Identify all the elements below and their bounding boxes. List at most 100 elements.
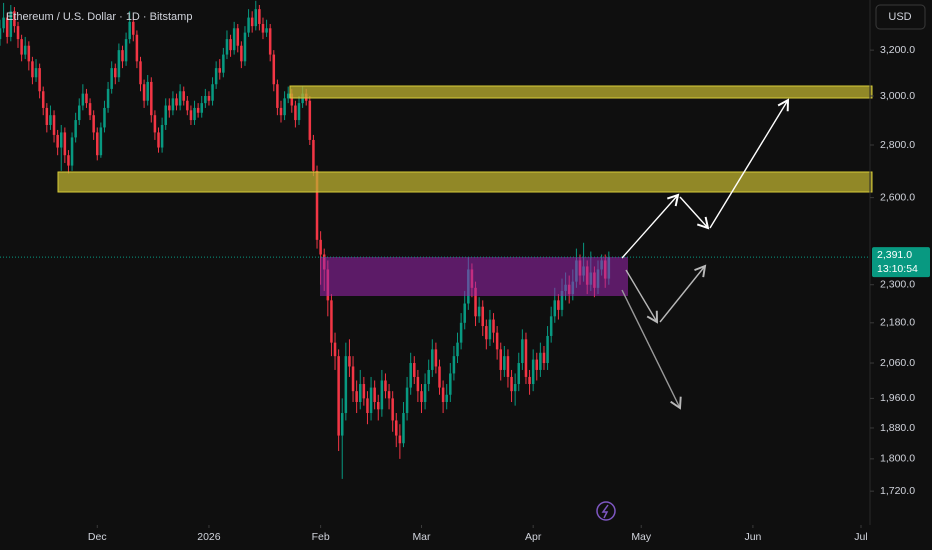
candle-body (56, 134, 59, 148)
candle-body (121, 50, 124, 62)
candle-body (232, 28, 236, 51)
arrow (625, 269, 659, 324)
candle-body (146, 81, 149, 101)
candle-body (74, 120, 77, 138)
candle-body (427, 369, 430, 385)
candle-body (59, 132, 63, 148)
candle-body (521, 339, 524, 364)
candle-body (286, 93, 290, 99)
candle-body (413, 363, 416, 377)
candle-body (513, 384, 517, 392)
candle-body (348, 356, 351, 367)
candle-body (517, 363, 521, 385)
candle-body (510, 376, 513, 392)
candle-body (63, 132, 67, 156)
y-tick-label: 2,300.0 (880, 279, 915, 291)
candle-body (193, 107, 196, 121)
candle-body (463, 303, 466, 323)
y-tick-label: 1,960.0 (880, 392, 915, 404)
candle-body (103, 107, 106, 128)
candle-body (150, 81, 153, 116)
candle-body (344, 356, 348, 414)
candle-body (254, 9, 258, 27)
candle-body (128, 21, 131, 40)
x-tick-label: Apr (525, 531, 542, 543)
candle-body (142, 84, 146, 101)
x-tick-label: 2026 (197, 531, 221, 543)
candle-body (380, 380, 384, 410)
candle-body (312, 139, 315, 171)
candle-body (373, 387, 376, 403)
candle-body (247, 17, 250, 33)
candle-body (92, 115, 95, 133)
candle-body (135, 34, 139, 62)
candle-body (110, 68, 113, 89)
candle-body (157, 132, 160, 148)
candle-body (200, 103, 203, 113)
candle-body (88, 103, 92, 116)
candle-body (384, 380, 387, 392)
candle-body (452, 356, 456, 374)
candle-body (168, 105, 171, 111)
resistance-zone (57, 171, 873, 193)
supply-zone (320, 257, 628, 296)
candle-body (337, 356, 340, 436)
candle-body (164, 105, 167, 125)
candle-body (409, 363, 412, 388)
candle-body (261, 23, 265, 33)
candle-body (16, 26, 20, 40)
x-tick-label: Feb (312, 531, 330, 543)
candle-body (106, 88, 110, 108)
candle-body (398, 435, 402, 444)
candle-body (402, 413, 405, 444)
candle-body (495, 332, 499, 350)
candle-body (481, 306, 484, 327)
candle-body (485, 326, 488, 340)
candle-body (240, 45, 243, 62)
candle-body (27, 45, 31, 62)
candle-body (160, 124, 164, 148)
candle-body (438, 366, 441, 388)
candle-body (175, 98, 178, 106)
arrow (659, 264, 707, 323)
candle-body (2, 17, 5, 29)
candle-body (377, 402, 380, 410)
candle-body (9, 11, 13, 37)
x-tick-label: Dec (88, 531, 107, 543)
countdown-label: 13:10:54 (877, 263, 918, 275)
candle-body (369, 387, 373, 414)
assistant-icon-bolt (601, 504, 609, 519)
candle-body (77, 105, 81, 121)
candle-body (218, 68, 222, 73)
candle-body (52, 115, 56, 135)
candle-body (41, 91, 45, 108)
annotations (57, 85, 873, 521)
currency-button[interactable] (875, 4, 926, 30)
x-tick-label: Jul (854, 531, 867, 543)
x-tick-label: Mar (412, 531, 431, 543)
candle-body (535, 359, 539, 370)
assistant-icon[interactable] (596, 501, 616, 521)
candle-body (542, 352, 546, 364)
candle-body (366, 398, 369, 414)
candle-body (297, 103, 301, 121)
candle-body (283, 98, 286, 116)
y-tick-label: 2,060.0 (880, 357, 915, 369)
candle-body (178, 91, 182, 106)
y-tick-label: 1,880.0 (880, 422, 915, 434)
candle-body (5, 17, 9, 37)
candle-body (330, 300, 333, 343)
candle-body (420, 391, 423, 403)
candle-body (70, 137, 74, 166)
candle-body (204, 95, 207, 104)
candle-body (276, 84, 279, 108)
candle-body (315, 170, 319, 240)
candle-body (416, 376, 420, 392)
currency-label[interactable]: USD (888, 11, 911, 23)
candle-body (488, 319, 492, 340)
candle-body (441, 387, 445, 403)
candle-body (405, 387, 409, 414)
candle-body (225, 39, 229, 55)
candle-body (499, 349, 503, 370)
